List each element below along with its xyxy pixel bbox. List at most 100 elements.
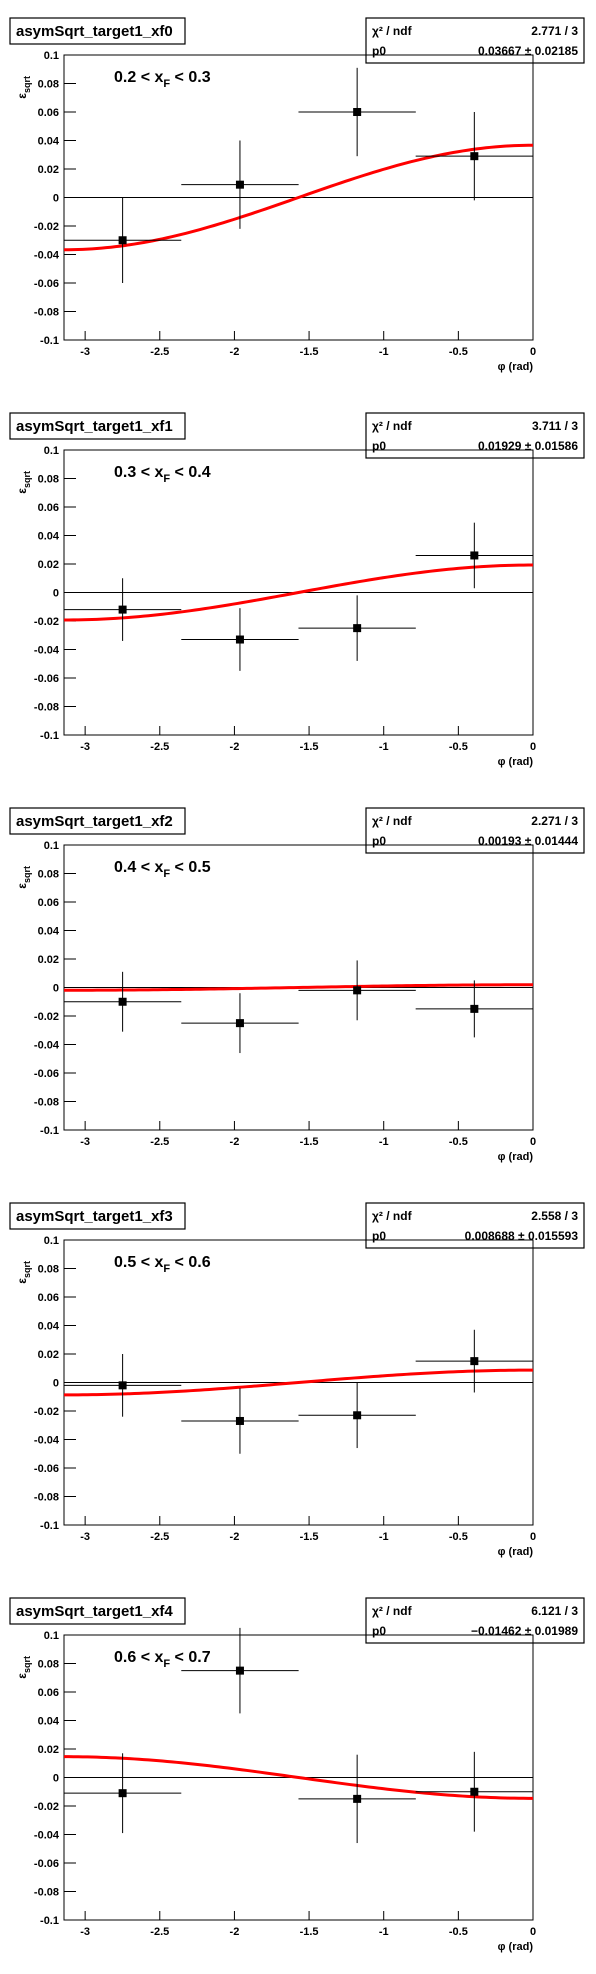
data-point <box>235 180 244 189</box>
y-tick-label: 0.02 <box>38 164 59 176</box>
stats-value: 2.558 / 3 <box>531 1209 578 1223</box>
y-tick-label: 0.06 <box>38 107 59 119</box>
y-tick-label: -0.04 <box>34 1040 60 1052</box>
x-axis-label: φ (rad) <box>498 1941 534 1953</box>
y-tick-label: -0.02 <box>34 616 59 628</box>
data-point <box>470 551 479 560</box>
y-axis-label-main: ε <box>15 1278 29 1284</box>
annotation-part: 0.5 < x <box>114 1254 163 1271</box>
chart-title: asymSqrt_target1_xf1 <box>16 418 173 435</box>
y-axis-label-sub: sqrt <box>22 76 32 93</box>
x-tick-label: -2 <box>230 741 240 753</box>
y-tick-label: -0.04 <box>34 1435 60 1447</box>
y-tick-label: 0.08 <box>38 79 59 91</box>
stats-value: 0.00193 ± 0.01444 <box>478 834 578 848</box>
y-tick-label: 0.06 <box>38 897 59 909</box>
panel: asymSqrt_target1_xf0 χ² / ndf 2.771 / 3 p0 0… <box>9 17 585 373</box>
stats-label: χ² / ndf <box>372 1604 413 1618</box>
y-tick-label: 0.06 <box>38 1292 59 1304</box>
data-point <box>353 986 362 995</box>
data-point <box>118 1789 127 1798</box>
fit-curve <box>64 983 533 992</box>
x-tick-label: 0 <box>530 1926 536 1938</box>
y-tick-label: 0.04 <box>38 136 60 148</box>
y-axis-label: εsqrt <box>15 866 32 889</box>
title-box <box>9 1202 186 1230</box>
y-axis-label: εsqrt <box>15 1656 32 1679</box>
x-tick-label: -1.5 <box>300 741 319 753</box>
y-tick-label: 0 <box>53 193 59 205</box>
y-tick-label: 0.04 <box>38 531 60 543</box>
stats-value: 0.01929 ± 0.01586 <box>478 439 578 453</box>
y-tick-label: 0 <box>53 1378 59 1390</box>
x-tick-label: -2.5 <box>150 346 169 358</box>
y-tick-label: -0.06 <box>34 673 59 685</box>
x-tick-label: -3 <box>80 1926 90 1938</box>
annotation-part: 0.6 < x <box>114 1649 163 1666</box>
chart-title: asymSqrt_target1_xf4 <box>16 1603 173 1620</box>
annotation: 0.6 < xF < 0.7 <box>114 1649 211 1670</box>
y-tick-label: 0.1 <box>44 445 59 457</box>
x-axis-label: φ (rad) <box>498 756 534 768</box>
x-tick-label: -3 <box>80 1136 90 1148</box>
annotation-sub: F <box>163 1263 170 1275</box>
stats-value: 3.711 / 3 <box>532 419 578 433</box>
title-box <box>9 412 186 440</box>
y-axis-label-main: ε <box>15 488 29 494</box>
fit-curve <box>63 143 534 252</box>
y-tick-label: -0.06 <box>34 278 59 290</box>
y-tick-label: 0.02 <box>38 1744 59 1756</box>
x-axis-label: φ (rad) <box>498 361 534 373</box>
annotation: 0.2 < xF < 0.3 <box>114 69 211 90</box>
data-point <box>353 108 362 116</box>
x-tick-label: -1 <box>379 741 389 753</box>
annotation-sub: F <box>163 868 170 880</box>
y-tick-label: 0.04 <box>38 1321 60 1333</box>
stats-label: p0 <box>372 834 386 848</box>
title-box <box>9 1597 186 1625</box>
panel: asymSqrt_target1_xf4 χ² / ndf 6.121 / 3 p0 −… <box>9 1597 585 1953</box>
data-point <box>235 1019 244 1028</box>
y-axis-label: εsqrt <box>15 76 32 99</box>
y-tick-label: 0.04 <box>38 926 60 938</box>
y-axis-label-sub: sqrt <box>22 471 32 488</box>
chart-title: asymSqrt_target1_xf2 <box>16 813 173 830</box>
data-point <box>353 1411 362 1420</box>
y-tick-label: -0.02 <box>34 221 59 233</box>
data-point <box>235 1666 244 1675</box>
x-axis-label: φ (rad) <box>498 1546 534 1558</box>
stats-label: p0 <box>372 1624 386 1638</box>
x-tick-label: -2 <box>230 1136 240 1148</box>
chart-title: asymSqrt_target1_xf0 <box>16 23 173 40</box>
y-tick-label: 0.02 <box>38 1349 59 1361</box>
stats-label: χ² / ndf <box>372 419 413 433</box>
data-point <box>470 1004 479 1013</box>
x-tick-label: -2 <box>230 1926 240 1938</box>
fit-curve <box>63 563 534 622</box>
data-point <box>353 1794 362 1803</box>
data-point <box>235 1416 244 1425</box>
x-tick-label: -0.5 <box>449 741 468 753</box>
x-tick-label: -2.5 <box>150 1926 169 1938</box>
x-tick-label: -3 <box>80 741 90 753</box>
panel: asymSqrt_target1_xf1 χ² / ndf 3.711 / 3 p0 0… <box>9 412 585 768</box>
x-tick-label: -1.5 <box>300 1136 319 1148</box>
y-tick-label: -0.08 <box>34 307 59 319</box>
y-tick-label: 0.1 <box>44 50 59 62</box>
y-tick-label: 0.08 <box>38 474 59 486</box>
stats-value: 0.008688 ± 0.015593 <box>465 1229 579 1243</box>
x-tick-label: 0 <box>530 1531 536 1543</box>
data-point <box>118 605 127 614</box>
y-tick-label: -0.1 <box>40 1520 59 1532</box>
annotation-part: < 0.4 <box>170 464 211 481</box>
y-axis-label: εsqrt <box>15 471 32 494</box>
y-tick-label: -0.08 <box>34 1887 59 1899</box>
x-tick-label: -0.5 <box>449 1926 468 1938</box>
x-tick-label: -2.5 <box>150 1531 169 1543</box>
x-tick-label: 0 <box>530 1136 536 1148</box>
x-tick-label: -1.5 <box>300 1531 319 1543</box>
y-tick-label: -0.02 <box>34 1801 59 1813</box>
x-tick-label: -2.5 <box>150 1136 169 1148</box>
y-axis-label-sub: sqrt <box>22 866 32 883</box>
